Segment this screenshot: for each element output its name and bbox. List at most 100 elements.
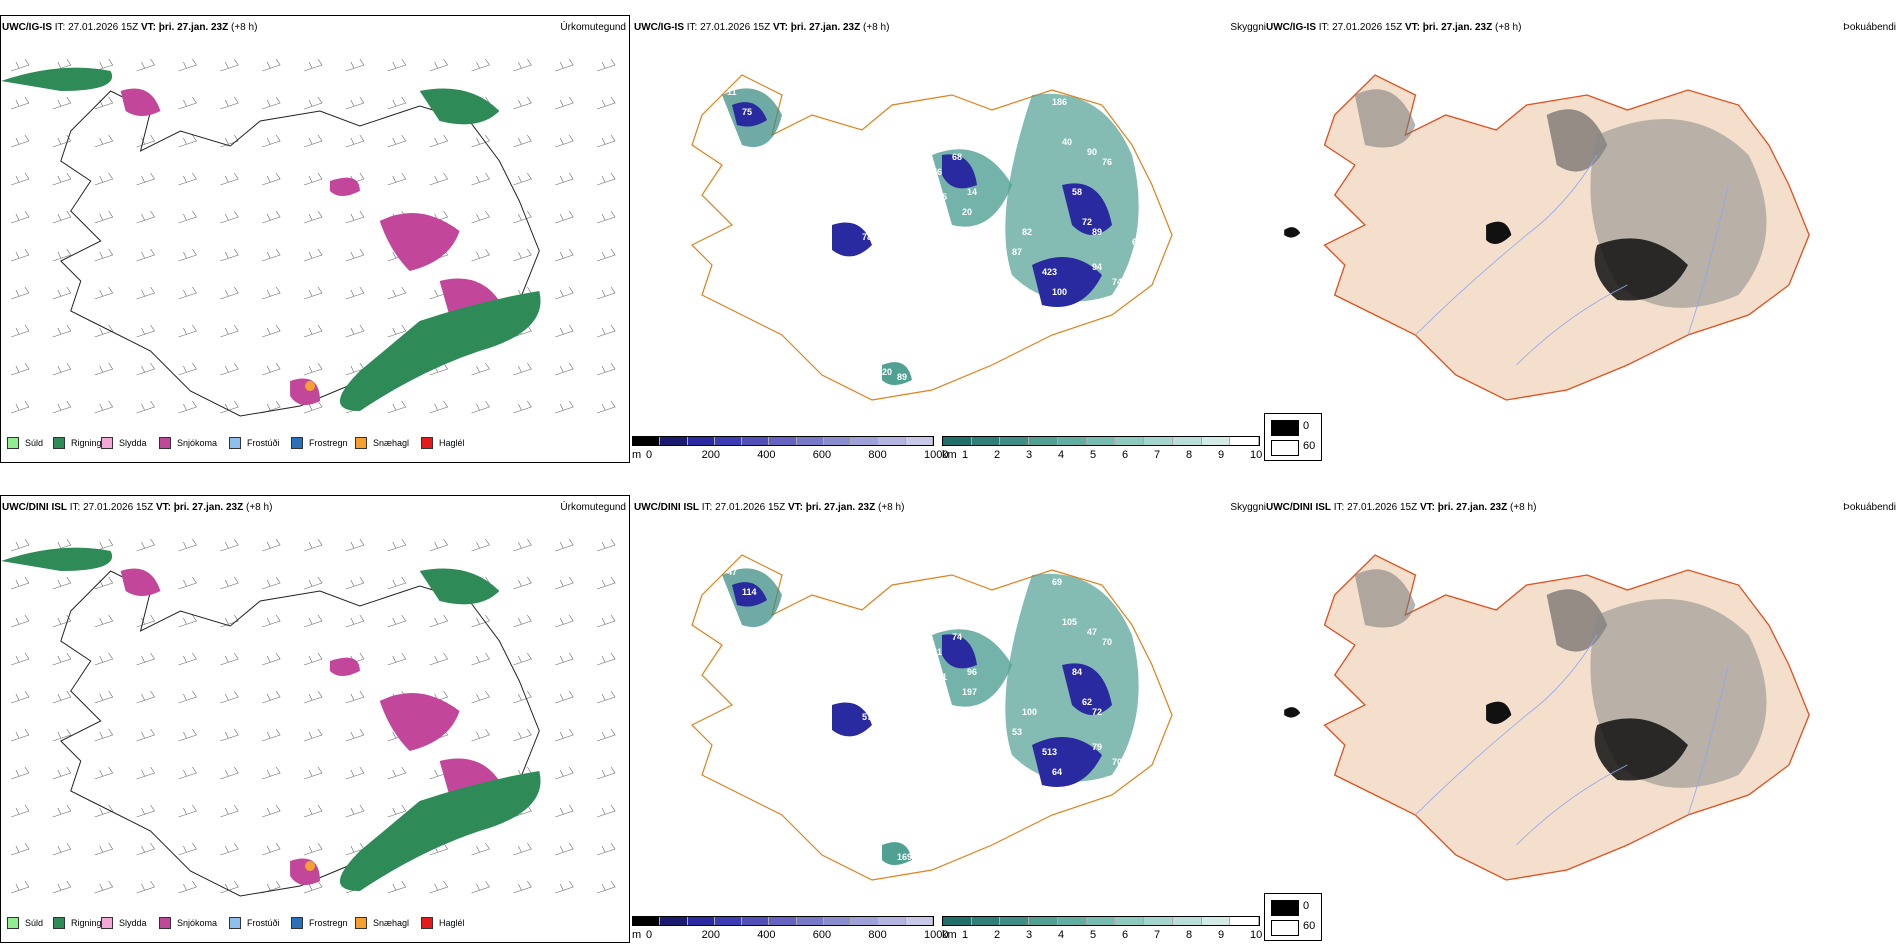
wind-barb — [52, 842, 72, 856]
wind-barb — [429, 880, 449, 894]
colorbar-cell — [905, 437, 933, 445]
wind-barb — [262, 58, 281, 72]
legend-label: Slydda — [119, 918, 147, 928]
wind-barb — [555, 96, 574, 110]
panel-title: UWC/IG-IS IT: 27.01.2026 15Z VT: þri. 27… — [2, 22, 258, 33]
wind-barb — [597, 804, 616, 818]
wind-barb — [262, 96, 281, 110]
wind-barb — [471, 690, 490, 704]
wind-barb — [52, 134, 72, 148]
fog-map[interactable] — [1264, 35, 1900, 435]
wind-barb — [262, 210, 281, 224]
visibility-label: 47 — [727, 567, 737, 577]
legend-item-rigning: Rigning — [53, 916, 102, 930]
wind-barb — [303, 766, 323, 780]
precip-map-frame[interactable]: Súld Rigning Slydda Snjókoma Frostúði Frostre… — [0, 495, 630, 943]
wind-barb — [136, 58, 155, 72]
wind-barb — [178, 96, 197, 110]
wind-barb — [136, 362, 155, 376]
legend-swatch — [101, 917, 113, 929]
iceland-outline — [59, 570, 540, 897]
visibility-label: 114 — [742, 587, 757, 597]
wind-barb — [94, 766, 114, 780]
visibility-label: 74 — [1112, 277, 1122, 287]
legend-label: Súld — [25, 438, 44, 448]
wind-barb — [387, 880, 407, 894]
wind-barb — [94, 96, 114, 110]
wind-barb — [220, 880, 239, 894]
colorbar-cell — [943, 437, 972, 445]
colorbar-cell — [769, 917, 797, 925]
colorbar-cell — [714, 917, 743, 925]
wind-barb — [555, 210, 574, 224]
visibility-label: 197 — [962, 687, 977, 697]
wind-barb — [52, 362, 72, 376]
visibility-label: 60 — [1132, 237, 1142, 247]
wind-barb — [303, 286, 323, 300]
wind-barbs — [10, 58, 616, 414]
wind-barb — [178, 172, 197, 186]
precip-map-frame[interactable]: Súld Rigning Slydda Snjókoma Frostúði Frostre… — [0, 15, 630, 463]
wind-barb — [597, 880, 616, 894]
wind-barb — [10, 286, 30, 300]
wind-barb — [303, 248, 323, 262]
colorbar-tick: 8 — [1186, 929, 1193, 941]
wind-barb — [178, 286, 197, 300]
wind-barb — [94, 248, 114, 262]
visibility-patches — [722, 88, 1139, 385]
wind-barb — [555, 690, 574, 704]
wind-barb — [345, 134, 365, 148]
panel-title: UWC/IG-IS IT: 27.01.2026 15Z VT: þri. 27… — [634, 22, 890, 33]
wind-barb — [52, 96, 72, 110]
wind-barb — [345, 766, 365, 780]
visibility-label: 100 — [1022, 707, 1037, 717]
legend-item-haglél: Haglél — [421, 916, 465, 930]
colorbar-cell — [633, 437, 661, 445]
wind-barb — [136, 804, 155, 818]
wind-barb — [597, 248, 616, 262]
wind-barb — [387, 766, 407, 780]
colorbar-cell — [1230, 437, 1260, 445]
wind-barb — [52, 324, 72, 338]
colorbar-tick: 4 — [1058, 449, 1065, 461]
wind-barb — [262, 538, 281, 552]
wind-barb — [555, 766, 574, 780]
wind-barb — [220, 400, 239, 414]
wind-barb — [220, 766, 239, 780]
wind-barb — [178, 652, 197, 666]
wind-barb — [10, 804, 30, 818]
wind-barb — [220, 804, 239, 818]
wind-barb — [52, 576, 72, 590]
wind-barb — [136, 880, 155, 894]
visibility-label: 72 — [1082, 217, 1092, 227]
wind-barb — [597, 728, 616, 742]
precip-legend: Súld Rigning Slydda Snjókoma Frostúði Frostre… — [1, 431, 631, 455]
wind-barb — [136, 324, 155, 338]
visibility-colorbar-strip — [942, 436, 1260, 446]
wind-barb — [52, 248, 72, 262]
legend-swatch — [7, 917, 19, 929]
wind-barb — [10, 172, 30, 186]
legend-swatch — [291, 917, 303, 929]
forecast-row-igis: Súld Rigning Slydda Snjókoma Frostúði Frostre… — [0, 0, 1900, 470]
fog-patches — [1284, 569, 1767, 788]
colorbar-tick: 1 — [962, 449, 969, 461]
colorbar-cell — [823, 437, 852, 445]
colorbar-tick: 2 — [994, 929, 1001, 941]
panel-label-precip-type: Úrkomutegund — [560, 502, 626, 513]
wind-barb — [345, 576, 365, 590]
wind-barb — [471, 652, 490, 666]
fog-legend-label: 0 — [1303, 900, 1310, 912]
wind-barb — [136, 286, 155, 300]
wind-barb — [345, 538, 365, 552]
colorbar-cell — [971, 437, 1001, 445]
wind-barb — [597, 58, 616, 72]
colorbar-cell — [660, 437, 688, 445]
wind-barb — [345, 324, 365, 338]
wind-barb — [178, 880, 197, 894]
fog-legend-label: 0 — [1303, 420, 1310, 432]
fog-map[interactable] — [1264, 515, 1900, 915]
wind-barb — [52, 880, 72, 894]
